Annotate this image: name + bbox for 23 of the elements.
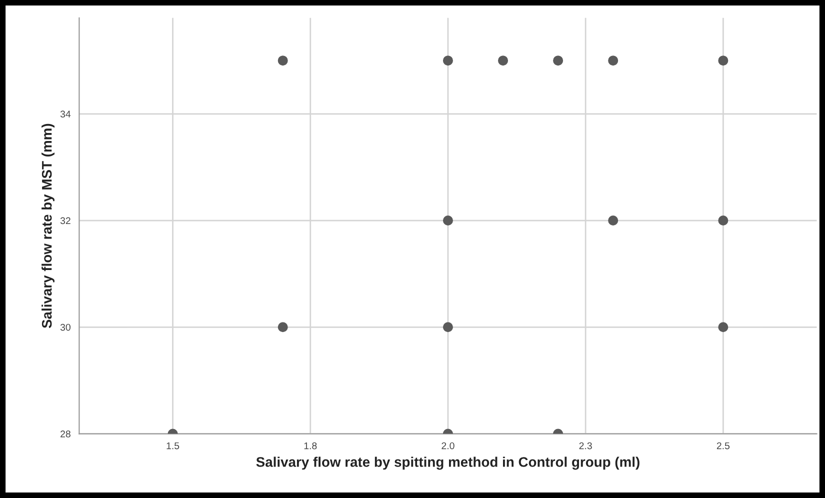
point: [553, 56, 564, 66]
point: [442, 322, 453, 332]
point: [442, 216, 453, 226]
point: [718, 56, 728, 66]
point: [608, 216, 618, 226]
x-axis-title: Salivary flow rate by spitting method in Control group (ml): [256, 456, 640, 470]
point: [498, 56, 508, 66]
x-tick-label: 2.3: [579, 442, 592, 450]
point: [718, 216, 728, 226]
y-axis-title: Salivary flow rate by MST (mm): [42, 124, 54, 328]
x-tick-label: 2.0: [442, 442, 454, 450]
x-tick-label: 1.8: [304, 442, 317, 450]
point: [608, 56, 618, 66]
point: [442, 56, 453, 66]
y-tick-label: 28: [60, 430, 70, 438]
point: [278, 56, 288, 66]
point: [278, 322, 288, 332]
y-tick-label: 32: [60, 217, 70, 224]
y-tick-label: 30: [60, 324, 70, 331]
point: [718, 322, 728, 332]
x-tick-label: 1.5: [166, 442, 180, 450]
y-tick-label: 34: [60, 110, 71, 118]
x-tick-label: 2.5: [716, 442, 730, 450]
